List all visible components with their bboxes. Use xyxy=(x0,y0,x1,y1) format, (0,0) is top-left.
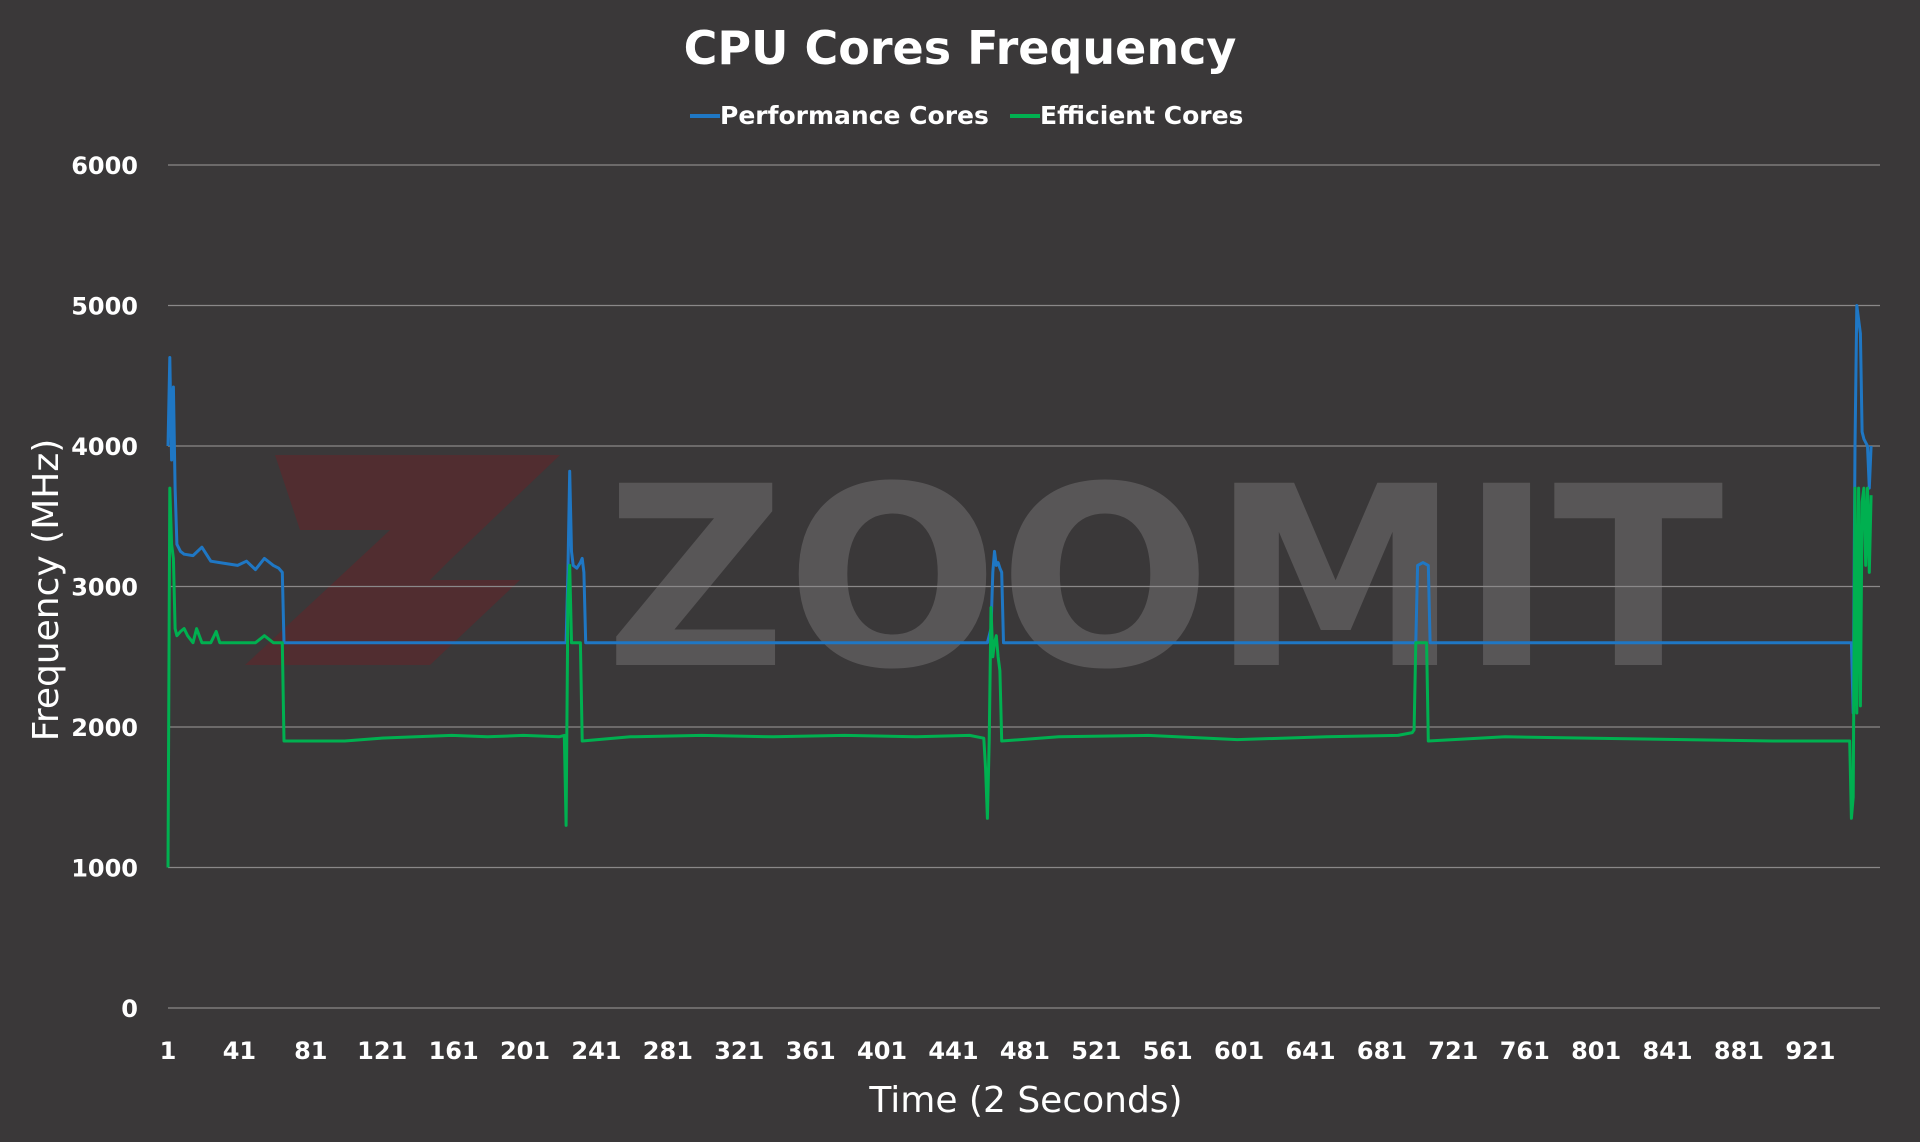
x-tick-label: 841 xyxy=(1643,1037,1693,1065)
x-tick-label: 121 xyxy=(357,1037,407,1065)
chart-title: CPU Cores Frequency xyxy=(684,21,1237,75)
x-tick-label: 521 xyxy=(1071,1037,1121,1065)
x-tick-label: 601 xyxy=(1214,1037,1264,1065)
y-tick-label: 1000 xyxy=(71,855,138,883)
x-tick-label: 401 xyxy=(857,1037,907,1065)
x-tick-label: 641 xyxy=(1285,1037,1335,1065)
y-tick-label: 3000 xyxy=(71,574,138,602)
x-tick-label: 881 xyxy=(1714,1037,1764,1065)
watermark: ZOOMIT xyxy=(245,433,1724,724)
x-tick-label: 201 xyxy=(500,1037,550,1065)
y-tick-label: 6000 xyxy=(71,152,138,180)
watermark-text: ZOOMIT xyxy=(605,433,1724,724)
y-axis-ticks: 0 1000 2000 3000 4000 5000 6000 xyxy=(71,152,138,1023)
legend-label: Efficient Cores xyxy=(1040,101,1243,130)
series-line-efficient-cores xyxy=(166,486,1873,868)
x-tick-label: 1 xyxy=(160,1037,177,1065)
x-tick-label: 161 xyxy=(429,1037,479,1065)
x-tick-label: 721 xyxy=(1428,1037,1478,1065)
x-axis-ticks: 1 41 81 121 161 201 241 281 321 361 401 441 481 521 56… xyxy=(160,1037,1836,1065)
y-tick-label: 0 xyxy=(121,995,138,1023)
x-tick-label: 321 xyxy=(714,1037,764,1065)
series-lines xyxy=(166,304,1873,868)
x-tick-label: 921 xyxy=(1785,1037,1835,1065)
watermark-z-logo xyxy=(245,455,560,665)
x-tick-label: 561 xyxy=(1143,1037,1193,1065)
x-tick-label: 761 xyxy=(1500,1037,1550,1065)
legend: Performance Cores Efficient Cores xyxy=(690,101,1243,130)
x-tick-label: 41 xyxy=(223,1037,256,1065)
series-line-performance-cores xyxy=(166,304,1873,715)
x-tick-label: 81 xyxy=(294,1037,327,1065)
x-tick-label: 481 xyxy=(1000,1037,1050,1065)
x-tick-label: 281 xyxy=(643,1037,693,1065)
x-tick-label: 801 xyxy=(1571,1037,1621,1065)
y-tick-label: 4000 xyxy=(71,433,138,461)
gridlines xyxy=(168,164,1880,1009)
x-tick-label: 681 xyxy=(1357,1037,1407,1065)
x-tick-label: 361 xyxy=(786,1037,836,1065)
x-tick-label: 241 xyxy=(571,1037,621,1065)
y-tick-label: 2000 xyxy=(71,714,138,742)
y-axis-label: Frequency (MHz) xyxy=(26,439,67,742)
x-tick-label: 441 xyxy=(928,1037,978,1065)
x-axis-label: Time (2 Seconds) xyxy=(868,1080,1182,1121)
legend-label: Performance Cores xyxy=(720,101,989,130)
y-tick-label: 5000 xyxy=(71,293,138,321)
